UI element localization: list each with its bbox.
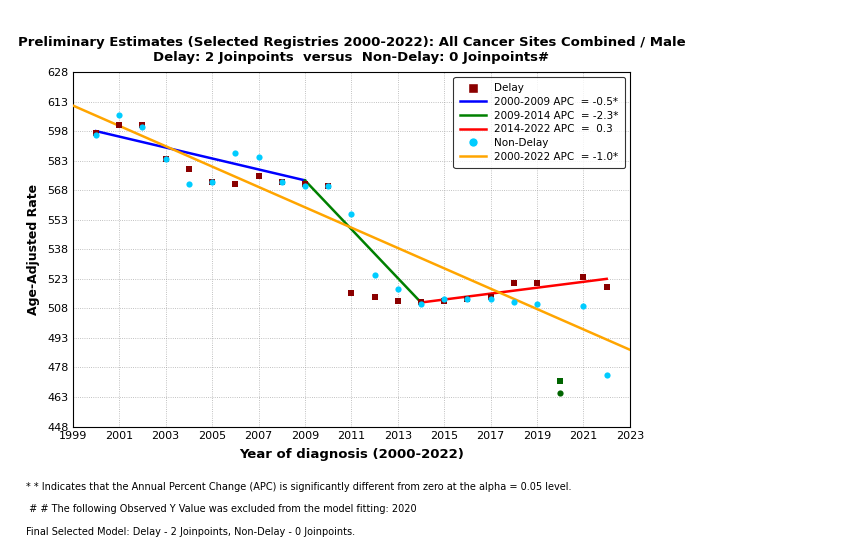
Point [298,182,312,191]
Point [414,300,428,309]
Title: Preliminary Estimates (Selected Registries 2000-2022): All Cancer Sites Combined: Preliminary Estimates (Selected Registri… [17,36,686,64]
Point [135,123,149,132]
Point [275,178,289,187]
Point [252,172,266,181]
Point [135,121,149,130]
Point [414,298,428,307]
Point [112,111,126,120]
Point [437,294,451,303]
Point [205,178,219,187]
Text: # # The following Observed Y Value was excluded from the model fitting: 2020: # # The following Observed Y Value was e… [26,505,417,515]
Point [577,273,590,281]
Point [460,294,474,303]
Point [577,302,590,311]
Point [321,182,335,191]
Point [391,296,405,305]
Point [205,178,219,187]
Point [159,154,172,163]
Point [507,278,521,287]
Point [554,377,567,386]
Point [89,131,103,140]
Point [229,148,243,157]
Point [554,389,567,398]
Point [182,164,195,173]
X-axis label: Year of diagnosis (2000-2022): Year of diagnosis (2000-2022) [239,448,464,461]
Point [483,292,497,301]
Point [437,296,451,305]
Text: Final Selected Model: Delay - 2 Joinpoints, Non-Delay - 0 Joinpoints.: Final Selected Model: Delay - 2 Joinpoin… [26,527,355,537]
Point [182,180,195,189]
Point [321,182,335,191]
Point [600,283,614,291]
Point [600,371,614,380]
Point [275,178,289,187]
Point [483,294,497,303]
Point [530,278,544,287]
Point [345,209,358,218]
Point [345,288,358,297]
Legend: Delay, 2000-2009 APC  = -0.5*, 2009-2014 APC  = -2.3*, 2014-2022 APC  =  0.3, No: Delay, 2000-2009 APC = -0.5*, 2009-2014 … [453,77,625,168]
Point [507,298,521,307]
Point [159,154,172,163]
Point [89,129,103,137]
Y-axis label: Age-Adjusted Rate: Age-Adjusted Rate [27,184,40,315]
Point [391,284,405,293]
Text: * * Indicates that the Annual Percent Change (APC) is significantly different fr: * * Indicates that the Annual Percent Ch… [26,483,572,493]
Point [368,292,381,301]
Point [368,270,381,279]
Point [298,180,312,189]
Point [252,152,266,161]
Point [530,300,544,309]
Point [229,180,243,189]
Point [460,294,474,303]
Point [112,121,126,130]
